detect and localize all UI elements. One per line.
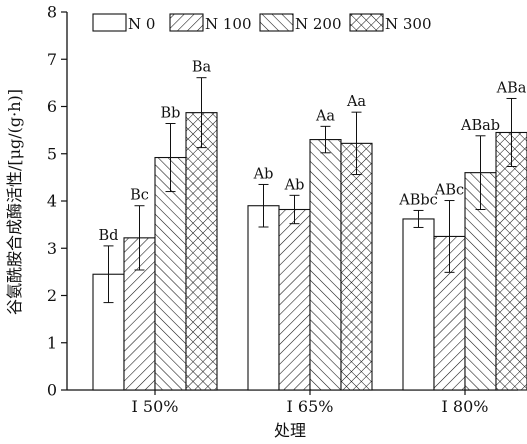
legend-swatch	[259, 13, 294, 32]
legend-swatch	[92, 13, 127, 32]
x-tick-label: I 65%	[287, 397, 334, 416]
data-label: Aa	[346, 94, 366, 110]
x-axis: I 50% I 65% I 80%	[67, 389, 518, 416]
y-tick-label: 2	[47, 286, 57, 305]
data-label: Ba	[192, 60, 212, 76]
data-label: Ab	[253, 166, 274, 182]
y-tick-label: 4	[47, 192, 57, 211]
bar	[278, 208, 311, 391]
legend-label: N 0	[128, 15, 155, 33]
data-label: ABbc	[398, 192, 438, 208]
y-tick-label: 8	[47, 3, 57, 22]
y-axis-title: 谷氨酰胺合成酶活性/[μg/(g·h)]	[5, 89, 24, 315]
legend-swatch	[169, 13, 204, 32]
data-label: ABab	[460, 118, 500, 134]
bars	[92, 112, 527, 391]
bar	[402, 218, 435, 391]
y-tick-label: 1	[47, 333, 57, 352]
x-tick-label: I 50%	[132, 397, 179, 416]
bar	[154, 156, 187, 391]
x-axis-title: 处理	[274, 421, 306, 440]
data-label: Aa	[315, 108, 335, 124]
data-label: ABc	[434, 183, 464, 199]
x-tick-label: I 80%	[442, 397, 489, 416]
y-tick-label: 0	[47, 381, 57, 400]
legend-label: N 200	[295, 15, 342, 33]
legend-label: N 100	[205, 15, 252, 33]
y-tick-label: 6	[47, 97, 57, 116]
data-label: Bb	[161, 106, 181, 122]
y-tick-label: 7	[47, 50, 57, 69]
bar	[340, 142, 373, 391]
data-label: Bd	[99, 228, 119, 244]
error-bars	[103, 77, 517, 304]
legend: N 0 N 100 N 200 N 300	[92, 13, 432, 33]
bar	[495, 131, 527, 391]
data-label: Ab	[284, 177, 305, 193]
legend-swatch	[349, 13, 384, 32]
legend-label: N 300	[385, 15, 432, 33]
bar	[185, 112, 218, 391]
data-label: ABa	[496, 80, 527, 96]
y-tick-label: 3	[47, 239, 57, 258]
bar	[247, 205, 280, 391]
bar	[309, 139, 342, 391]
y-axis: 0 1 2 3 4 5 6 7 8	[47, 3, 68, 400]
y-tick-label: 5	[47, 144, 57, 163]
data-label: Bc	[130, 188, 149, 204]
